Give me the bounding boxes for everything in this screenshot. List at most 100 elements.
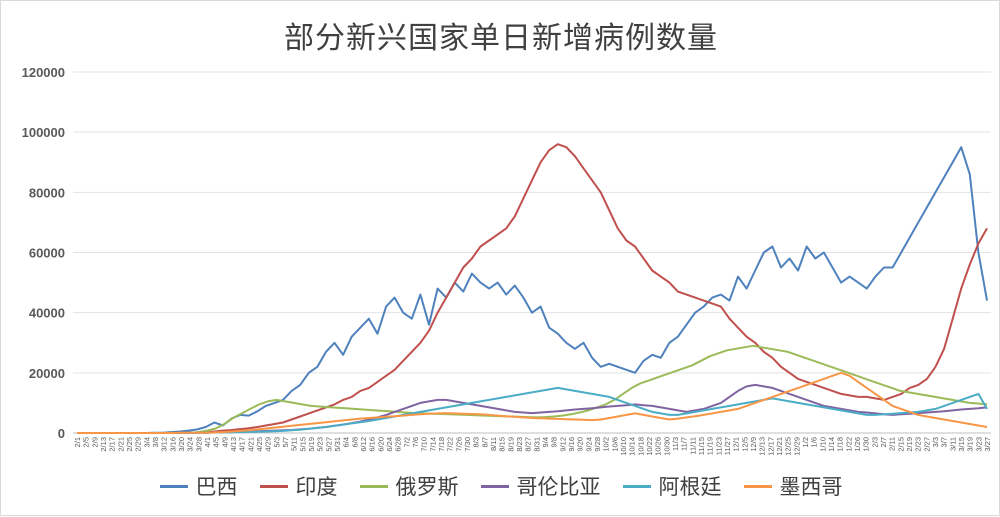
x-tick-label: 3/23 bbox=[974, 437, 983, 452]
legend-swatch bbox=[359, 484, 388, 488]
x-tick-label: 10/26 bbox=[654, 437, 663, 456]
x-tick-label: 5/27 bbox=[324, 437, 333, 452]
x-tick-label: 3/11 bbox=[948, 437, 957, 451]
x-tick-label: 10/30 bbox=[662, 437, 671, 456]
x-tick-label: 3/3 bbox=[931, 437, 940, 447]
x-tick-label: 12/5 bbox=[740, 437, 749, 452]
x-tick-label: 6/20 bbox=[376, 437, 385, 452]
x-tick-label: 9/16 bbox=[567, 437, 576, 452]
x-tick-label: 5/19 bbox=[307, 437, 316, 452]
x-tick-label: 8/19 bbox=[506, 437, 515, 452]
legend-item: 巴西 bbox=[159, 471, 238, 501]
x-tick-label: 9/8 bbox=[550, 437, 559, 447]
x-tick-label: 11/3 bbox=[671, 437, 680, 451]
x-tick-label: 3/7 bbox=[940, 437, 949, 447]
x-tick-label: 6/12 bbox=[359, 437, 368, 452]
x-tick-label: 5/7 bbox=[281, 437, 290, 447]
x-tick-label: 4/5 bbox=[212, 437, 221, 447]
x-tick-label: 4/25 bbox=[255, 437, 264, 452]
x-tick-label: 7/30 bbox=[463, 437, 472, 452]
x-tick-label: 2/25 bbox=[125, 437, 134, 452]
x-tick-label: 7/6 bbox=[411, 437, 420, 447]
x-tick-label: 3/16 bbox=[168, 437, 177, 452]
x-tick-label: 12/21 bbox=[775, 437, 784, 456]
x-tick-label: 8/15 bbox=[498, 437, 507, 452]
x-tick-label: 2/17 bbox=[108, 437, 117, 452]
y-tick-label: 40000 bbox=[29, 306, 65, 321]
series-line-墨西哥 bbox=[77, 371, 988, 434]
x-tick-label: 12/25 bbox=[784, 437, 793, 456]
x-tick-label: 1/22 bbox=[844, 437, 853, 452]
x-tick-label: 8/7 bbox=[480, 437, 489, 447]
x-tick-label: 10/18 bbox=[636, 437, 645, 456]
chart-title: 部分新兴国家单日新增病例数量 bbox=[284, 21, 718, 56]
legend-swatch bbox=[622, 484, 651, 488]
legend-swatch bbox=[259, 484, 288, 488]
x-tick-label: 2/15 bbox=[896, 437, 905, 452]
x-tick-label: 5/31 bbox=[333, 437, 342, 452]
x-tick-label: 3/27 bbox=[983, 437, 992, 452]
x-tick-label: 11/23 bbox=[714, 437, 723, 455]
x-tick-label: 3/12 bbox=[160, 437, 169, 452]
x-tick-label: 2/29 bbox=[134, 437, 143, 452]
x-tick-label: 5/15 bbox=[298, 437, 307, 452]
x-tick-label: 1/14 bbox=[827, 437, 836, 452]
x-tick-label: 3/19 bbox=[966, 437, 975, 452]
x-tick-label: 5/11 bbox=[290, 437, 299, 451]
x-tick-label: 7/26 bbox=[454, 437, 463, 452]
x-tick-label: 12/1 bbox=[732, 437, 741, 452]
x-tick-label: 9/20 bbox=[576, 437, 585, 452]
x-tick-label: 4/1 bbox=[203, 437, 212, 447]
legend-item: 阿根廷 bbox=[622, 471, 722, 501]
x-tick-label: 3/28 bbox=[194, 437, 203, 452]
legend-swatch bbox=[743, 484, 772, 488]
x-tick-label: 4/13 bbox=[229, 437, 238, 452]
x-tick-label: 2/11 bbox=[888, 437, 897, 451]
x-tick-label: 3/8 bbox=[151, 437, 160, 447]
x-tick-label: 7/18 bbox=[437, 437, 446, 452]
series-line-巴西 bbox=[77, 146, 988, 434]
legend-label: 墨西哥 bbox=[779, 475, 843, 499]
legend-swatch bbox=[159, 484, 188, 488]
x-tick-label: 10/2 bbox=[602, 437, 611, 452]
x-tick-label: 6/24 bbox=[385, 437, 394, 452]
x-tick-label: 1/6 bbox=[810, 437, 819, 447]
x-tick-label: 11/7 bbox=[680, 437, 689, 451]
x-tick-label: 4/17 bbox=[238, 437, 247, 452]
x-tick-label: 2/19 bbox=[905, 437, 914, 452]
x-tick-label: 4/9 bbox=[220, 437, 229, 447]
x-tick-label: 1/2 bbox=[801, 437, 810, 447]
y-tick-label: 0 bbox=[58, 426, 65, 441]
legend-label: 哥伦比亚 bbox=[516, 475, 601, 499]
x-tick-label: 11/27 bbox=[723, 437, 732, 455]
x-tick-label: 9/24 bbox=[584, 437, 593, 452]
x-tick-label: 6/8 bbox=[350, 437, 359, 447]
x-tick-label: 8/3 bbox=[472, 437, 481, 447]
x-tick-label: 8/27 bbox=[524, 437, 533, 452]
x-tick-label: 11/19 bbox=[706, 437, 715, 455]
x-tick-label: 7/22 bbox=[446, 437, 455, 452]
legend-label: 阿根廷 bbox=[658, 475, 722, 499]
y-tick-label: 60000 bbox=[29, 246, 65, 261]
legend-item: 哥伦比亚 bbox=[480, 471, 601, 501]
x-tick-label: 3/20 bbox=[177, 437, 186, 452]
x-tick-label: 1/10 bbox=[818, 437, 827, 452]
x-tick-label: 7/2 bbox=[402, 437, 411, 447]
x-tick-label: 7/14 bbox=[428, 437, 437, 452]
x-tick-label: 1/30 bbox=[862, 437, 871, 452]
x-tick-label: 2/7 bbox=[879, 437, 888, 447]
x-tick-label: 2/23 bbox=[914, 437, 923, 452]
x-tick-label: 2/3 bbox=[870, 437, 879, 447]
legend: 巴西 印度 俄罗斯 哥伦比亚 阿根廷 墨西哥 bbox=[1, 471, 1000, 501]
x-tick-label: 6/4 bbox=[342, 437, 351, 447]
x-tick-label: 1/26 bbox=[853, 437, 862, 452]
x-tick-label: 3/24 bbox=[186, 437, 195, 452]
x-tick-label: 10/22 bbox=[645, 437, 654, 456]
x-tick-label: 2/9 bbox=[90, 437, 99, 447]
y-tick-label: 80000 bbox=[29, 185, 65, 200]
x-tick-label: 7/10 bbox=[420, 437, 429, 452]
legend-item: 俄罗斯 bbox=[359, 471, 459, 501]
x-tick-label: 10/10 bbox=[619, 437, 628, 456]
